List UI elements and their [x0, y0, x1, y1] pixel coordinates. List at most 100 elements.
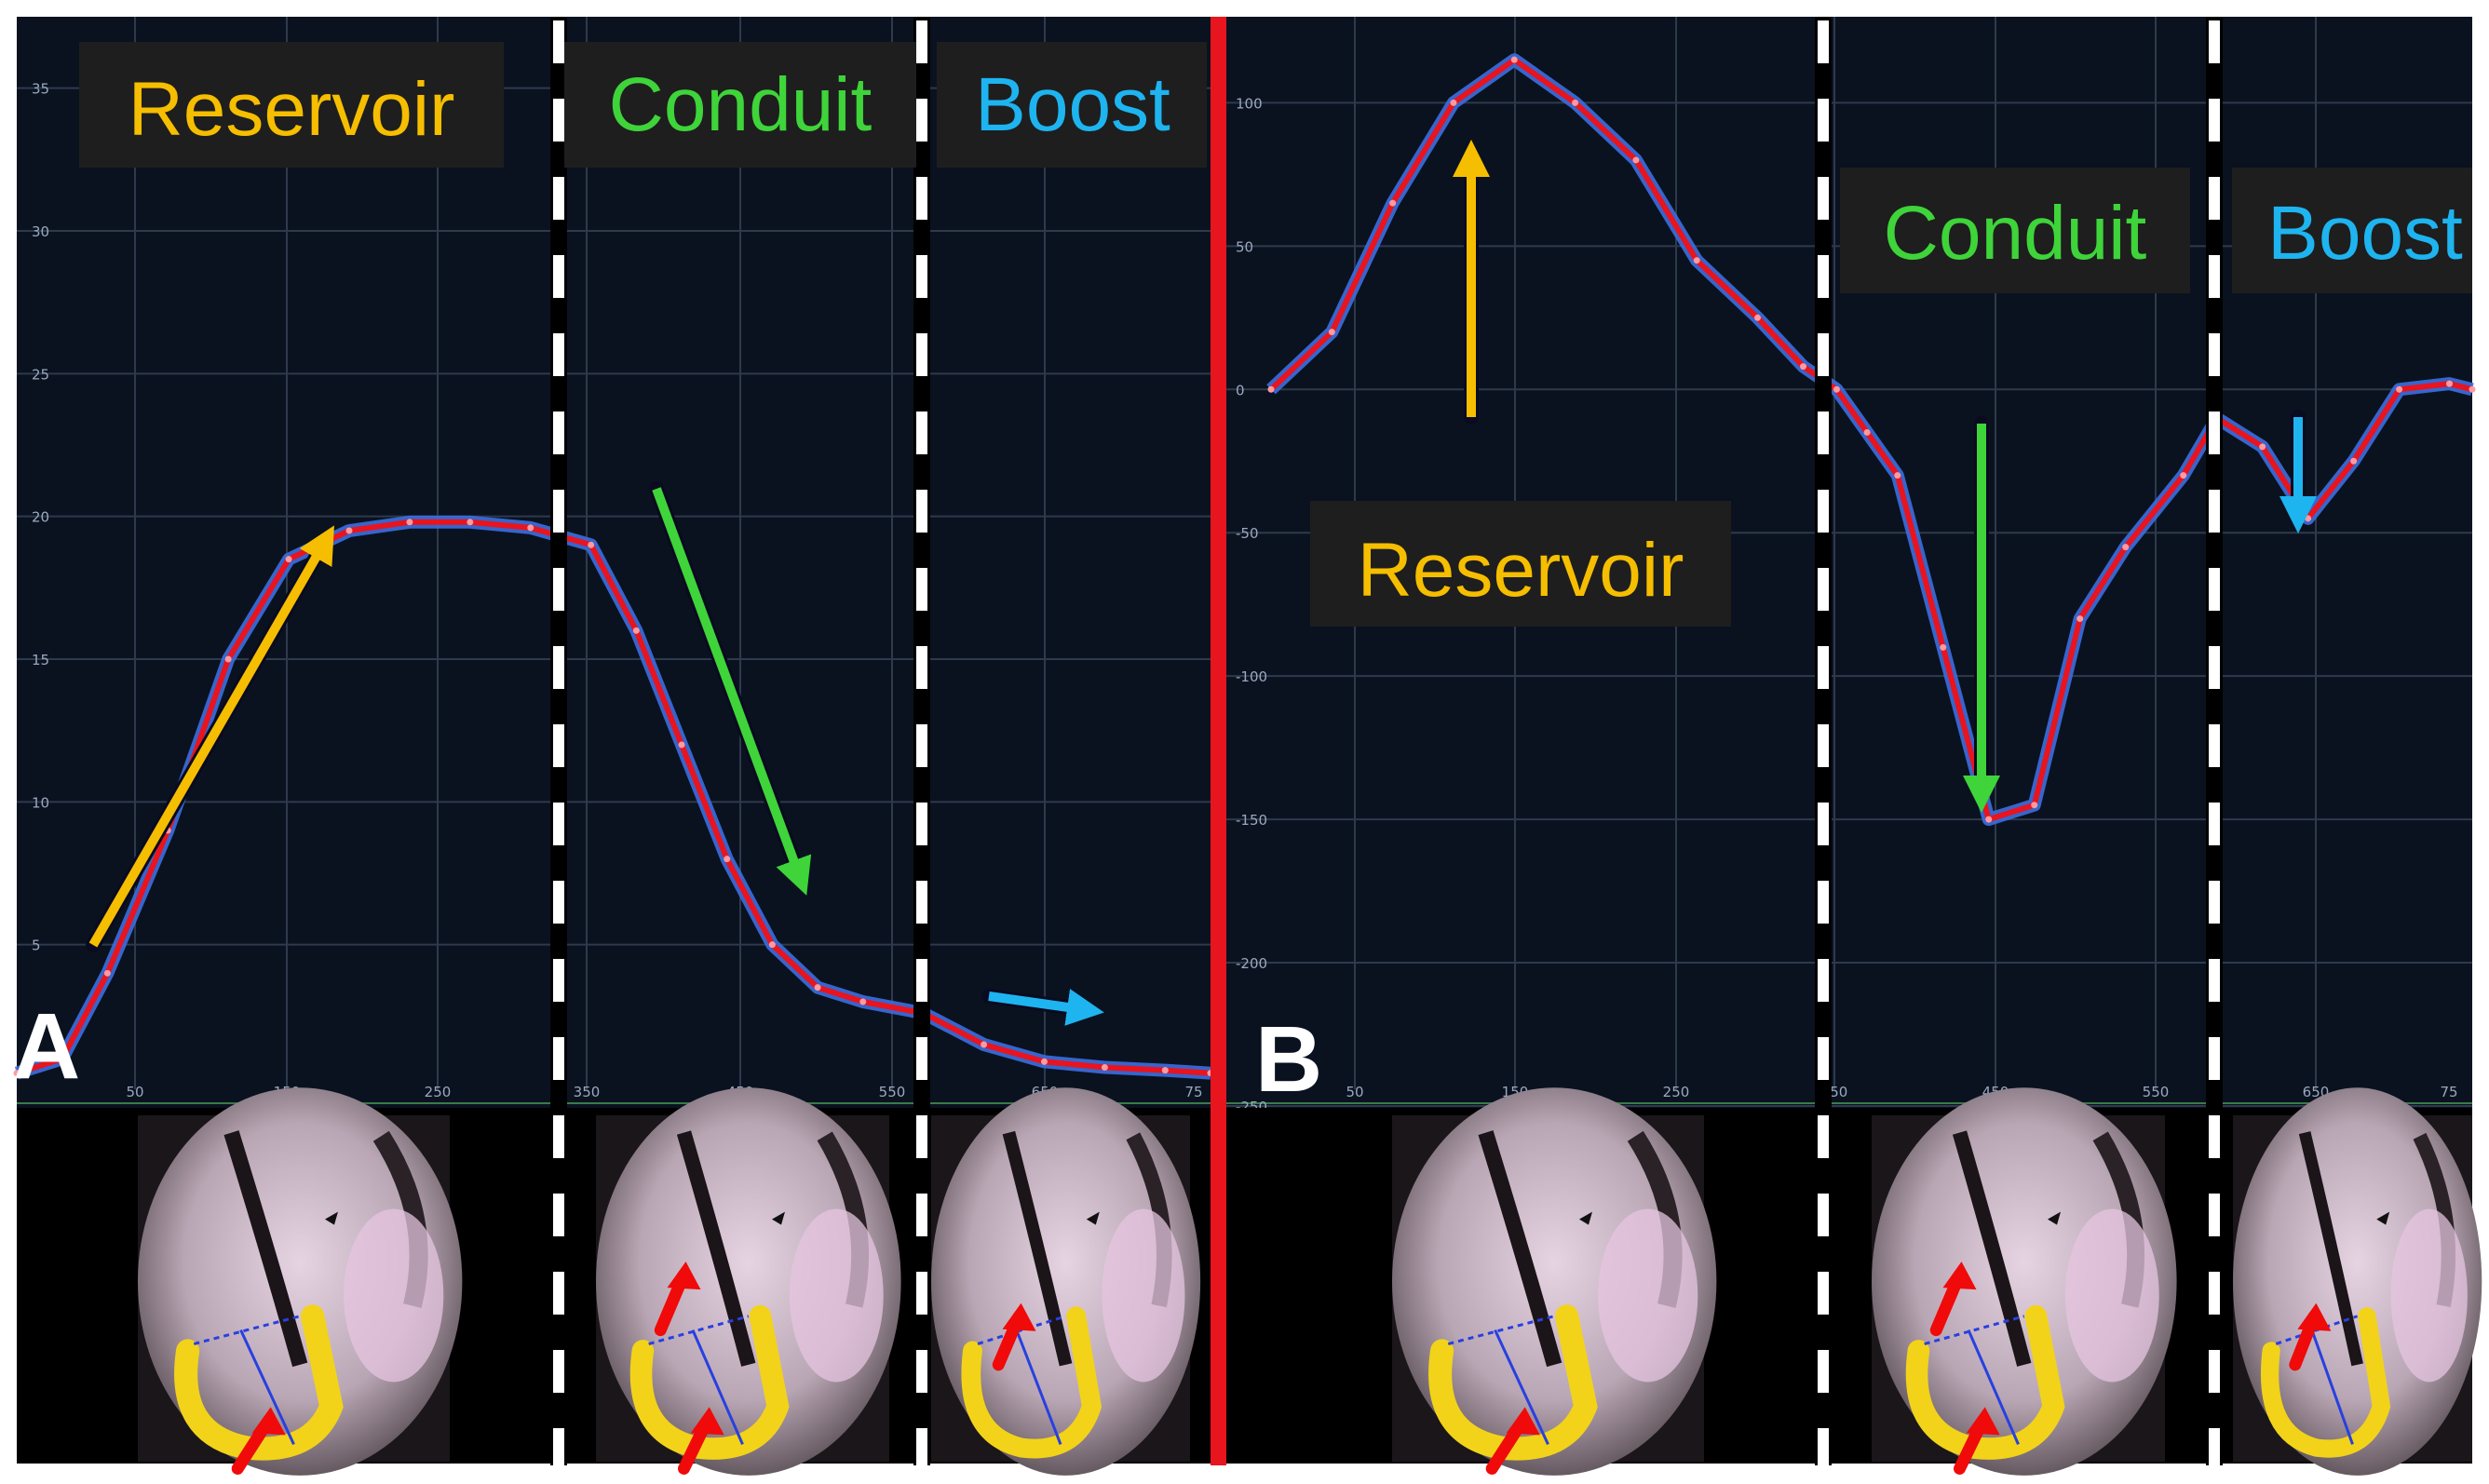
phase-label-box	[1310, 501, 1731, 627]
phase-label-conduit: Conduit	[609, 62, 873, 147]
data-point	[1985, 816, 1993, 823]
data-point	[814, 984, 821, 992]
mri-thumbnail	[931, 1087, 1201, 1476]
mri-marker-icon	[1086, 1211, 1100, 1225]
panel-a-background	[17, 17, 1211, 1108]
x-tick-label: 350	[574, 1084, 601, 1100]
data-point	[1894, 472, 1901, 479]
data-point	[1863, 428, 1871, 436]
x-tick-label: 50	[1346, 1084, 1363, 1100]
mri-septum	[223, 1130, 308, 1368]
mri-length-line	[1015, 1329, 1062, 1445]
panel-b-phase-arrows	[1453, 140, 2317, 813]
data-point	[224, 655, 232, 663]
data-point	[678, 741, 685, 749]
panel-a-phase-dividers	[550, 17, 930, 1465]
mri-mitral-line	[1924, 1315, 2025, 1345]
data-point	[2122, 544, 2130, 551]
data-point	[59, 1055, 66, 1062]
data-point	[285, 556, 292, 563]
x-tick-label: 250	[1663, 1084, 1690, 1100]
mri-thumbnail	[2233, 1087, 2482, 1476]
panel-b-phase-dividers	[1815, 17, 2223, 1465]
x-tick-label: 75	[1184, 1084, 1202, 1100]
mri-thumbnail	[138, 1087, 463, 1476]
data-point	[1632, 156, 1640, 164]
data-point	[2396, 385, 2403, 393]
mri-right-atrium	[1102, 1208, 1185, 1383]
phase-label-reservoir: Reservoir	[1358, 528, 1684, 613]
y-tick-label: -100	[1236, 668, 1267, 685]
y-tick-label: 10	[32, 794, 49, 811]
mri-left-atrium-contour	[2260, 1307, 2391, 1458]
data-point	[2469, 385, 2476, 393]
data-point	[2259, 443, 2266, 451]
phase-label-box	[1840, 168, 2190, 293]
mri-marker-icon	[2048, 1211, 2061, 1225]
data-point	[13, 1070, 20, 1077]
mri-marker-icon	[2376, 1211, 2390, 1225]
mri-mitral-line	[193, 1315, 301, 1345]
mri-right-atrium	[1598, 1208, 1698, 1383]
data-point	[345, 527, 353, 534]
y-tick-label: -150	[1236, 812, 1267, 829]
mri-marker-icon	[772, 1211, 785, 1225]
y-tick-label: 30	[32, 223, 49, 240]
phase-label-box	[2232, 168, 2472, 293]
mri-right-atrium	[2390, 1208, 2468, 1383]
data-point	[1800, 363, 1807, 371]
data-point	[2076, 615, 2084, 623]
mri-length-line	[1967, 1329, 2020, 1445]
phase-label-boost: Boost	[2267, 191, 2463, 276]
mri-length-line	[691, 1329, 744, 1445]
mri-septum	[2298, 1131, 2363, 1367]
y-tick-label: 35	[32, 81, 49, 98]
phase-label-conduit: Conduit	[1884, 191, 2147, 276]
x-tick-label: 250	[425, 1084, 452, 1100]
mri-left-atrium-contour	[961, 1306, 1102, 1459]
data-point	[467, 519, 474, 526]
data-point	[2031, 802, 2038, 809]
panel-a-y-ticks: 5 10 15 20 25 30 35	[32, 81, 49, 954]
y-tick-label: -50	[1236, 525, 1259, 542]
phase-label-box	[937, 42, 1207, 168]
data-point	[2350, 457, 2358, 465]
data-point	[1101, 1064, 1108, 1072]
mri-septum	[1002, 1130, 1073, 1367]
mri-red-arrowhead	[2297, 1302, 2332, 1331]
data-point	[632, 627, 640, 634]
y-tick-label: 100	[1236, 95, 1263, 112]
mri-septum	[1478, 1130, 1562, 1368]
data-point	[1040, 1058, 1048, 1065]
mri-marker-icon	[325, 1211, 338, 1225]
y-tick-label: 50	[1236, 238, 1253, 255]
mri-right-atrium	[789, 1208, 884, 1383]
data-point	[1833, 385, 1840, 393]
mri-thumbnail	[1872, 1087, 2177, 1476]
mri-marker-icon	[1579, 1211, 1592, 1225]
y-tick-label: -200	[1236, 955, 1267, 972]
data-point	[406, 519, 413, 526]
y-tick-label: 0	[1236, 382, 1245, 398]
mri-red-arrowhead	[1942, 1261, 1977, 1290]
data-point	[1510, 56, 1518, 63]
phase-label-box	[564, 42, 916, 168]
mri-thumbnail	[1392, 1087, 1717, 1476]
y-tick-label: 15	[32, 652, 49, 668]
y-tick-label: 25	[32, 366, 49, 383]
panel-separator	[1211, 17, 1226, 1465]
data-point	[859, 998, 867, 1005]
panel-a-mri-thumbnails	[138, 1087, 1201, 1476]
data-point	[981, 1041, 988, 1048]
data-point	[724, 856, 731, 863]
mri-mitral-line	[1447, 1315, 1555, 1345]
x-tick-label: 550	[2143, 1084, 2170, 1100]
mri-thumbnail	[596, 1087, 901, 1476]
y-tick-label: 5	[32, 938, 41, 954]
mri-septum	[1952, 1130, 2032, 1367]
data-point	[1572, 99, 1579, 106]
data-point	[1754, 314, 1762, 321]
panel-b-letter: B	[1255, 1007, 1322, 1112]
x-tick-label: 550	[879, 1084, 906, 1100]
